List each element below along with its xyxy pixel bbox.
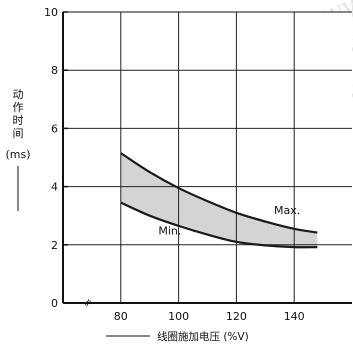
x-tick-labels: 80 100 120 140 [114, 310, 305, 323]
series-line-min [120, 201, 318, 249]
series-annotations: Max. Min. [158, 204, 300, 237]
y-axis-label-part: 时 [13, 114, 24, 127]
min-max-band [120, 153, 318, 248]
series-line-max [120, 152, 318, 234]
y-axis-label-part: 动 [13, 88, 24, 101]
y-axis-label-part: 作 [13, 101, 24, 114]
x-axis-label-group: 线圈施加电压 (%V) [106, 330, 249, 343]
y-tick-label: 8 [51, 64, 58, 77]
x-axis-label: 线圈施加电压 (%V) [157, 330, 249, 343]
plot-background [63, 12, 352, 303]
y-axis-label-part: 间 [13, 127, 24, 140]
x-tick-label: 100 [168, 310, 189, 323]
y-tick-label: 6 [51, 122, 58, 135]
axes: ≈ [62, 11, 352, 310]
x-tick-label: 120 [226, 310, 247, 323]
x-tick-label: 80 [114, 310, 128, 323]
y-tick-label: 4 [51, 181, 58, 194]
grid-lines [63, 12, 352, 303]
y-tick-label: 2 [51, 239, 58, 252]
y-tick-label: 10 [44, 6, 58, 19]
y-axis-label-part: (ms) [5, 148, 30, 161]
x-tick-label: 140 [284, 310, 305, 323]
y-tick-label: 0 [51, 297, 58, 310]
series-label-min: Min. [158, 225, 181, 238]
y-tick-labels: 0 2 4 6 8 10 [44, 6, 58, 310]
series-label-max: Max. [274, 204, 300, 217]
